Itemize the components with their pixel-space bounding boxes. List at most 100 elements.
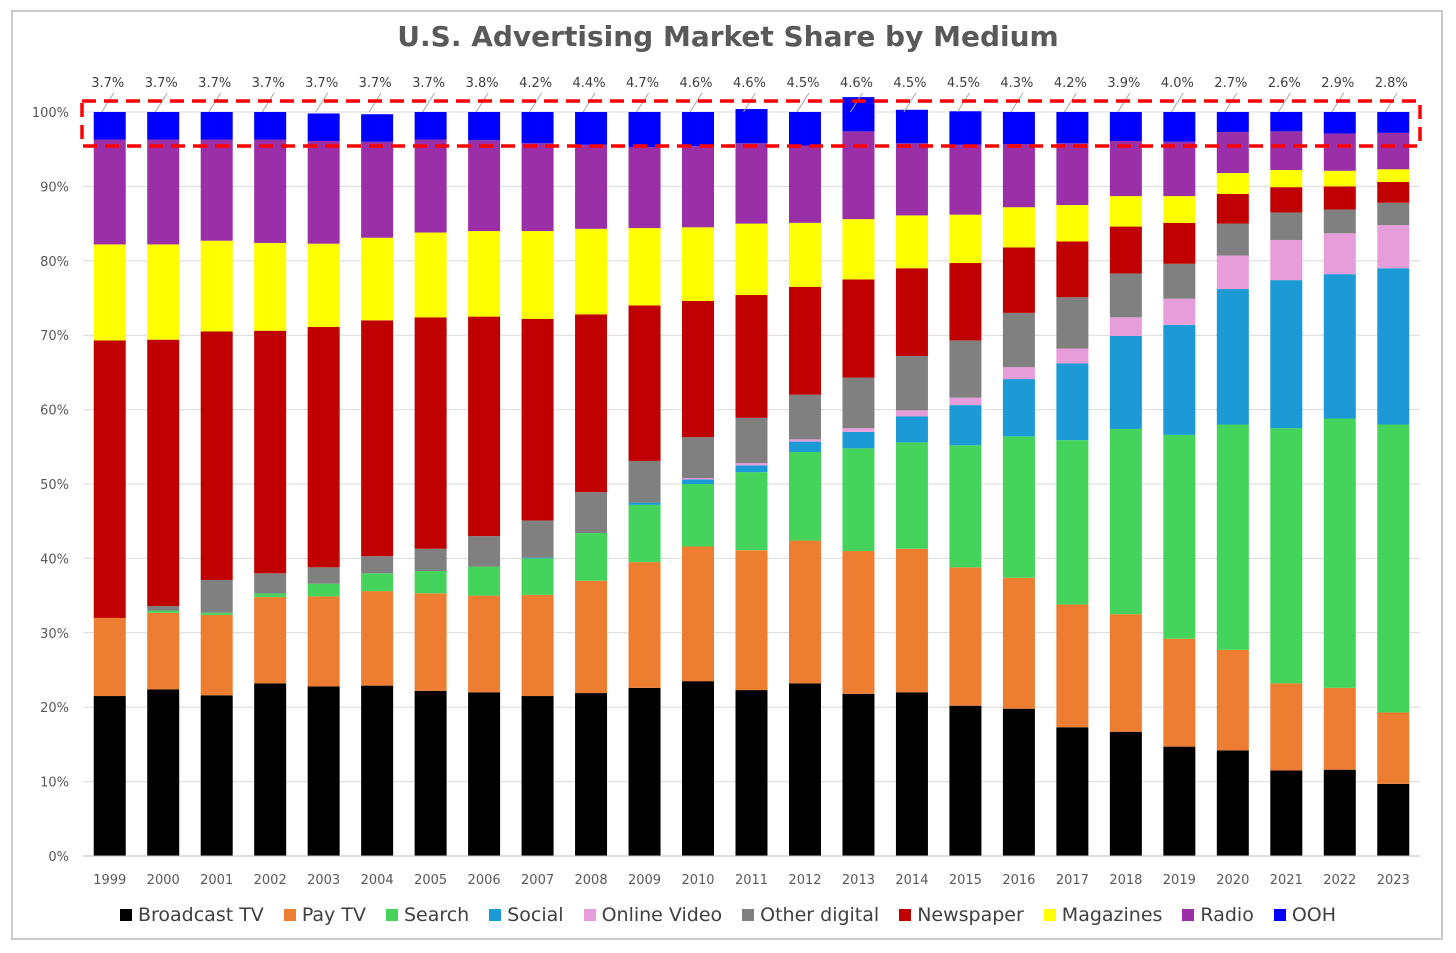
bar-segment-ooh <box>1002 112 1035 144</box>
legend-item: Newspaper <box>899 904 1024 926</box>
bar-segment-newspaper <box>1163 222 1196 264</box>
bar-segment-ooh <box>521 112 554 144</box>
bar-segment-newspaper <box>895 268 928 357</box>
bar-segment-search <box>895 442 928 549</box>
legend-label: Newspaper <box>917 904 1024 926</box>
bar-segment-pay-tv <box>1163 638 1196 747</box>
bar-segment-pay-tv <box>735 550 768 691</box>
bar-segment-radio <box>147 139 180 245</box>
bar-segment-broadcast-tv <box>414 690 447 856</box>
bar-segment-other-digital <box>628 460 661 503</box>
bar-segment-other-digital <box>1056 297 1089 349</box>
bar-segment-broadcast-tv <box>1056 727 1089 856</box>
bar-segment-social <box>682 479 715 484</box>
bar-segment-online-video <box>682 478 715 480</box>
bar-segment-social <box>1216 289 1249 425</box>
bar-segment-ooh <box>307 113 340 142</box>
bar-segment-radio <box>1163 141 1196 197</box>
bar-segment-other-digital <box>735 417 768 464</box>
legend-label: Pay TV <box>301 904 366 926</box>
bar-segment-search <box>200 612 233 615</box>
bar-segment-ooh <box>414 112 447 140</box>
bar-segment-search <box>735 472 768 551</box>
bar-segment-newspaper <box>147 339 180 607</box>
bar-segment-newspaper <box>254 330 287 574</box>
bar-segment-ooh <box>682 112 715 147</box>
ooh-data-label: 3.7% <box>252 76 285 91</box>
bar-segment-magazines <box>468 231 501 317</box>
bar-segment-magazines <box>93 244 126 341</box>
x-tick-label: 2012 <box>788 873 821 888</box>
ooh-label-leader <box>422 92 436 113</box>
bar-segment-magazines <box>1323 170 1356 187</box>
x-tick-label: 2017 <box>1056 873 1089 888</box>
ooh-data-label: 4.4% <box>573 76 606 91</box>
bar-segment-newspaper <box>414 317 447 549</box>
bar-segment-other-digital <box>200 579 233 613</box>
bar-segment-ooh <box>147 112 180 140</box>
bar-segment-magazines <box>1163 196 1196 223</box>
bar-segment-magazines <box>895 215 928 269</box>
bar-segment-magazines <box>200 240 233 332</box>
bar-segment-ooh <box>735 109 768 144</box>
bar-segment-newspaper <box>200 331 233 580</box>
bar-segment-magazines <box>1216 173 1249 194</box>
x-tick-label: 2013 <box>842 873 875 888</box>
x-tick-label: 2008 <box>575 873 608 888</box>
bar-segment-other-digital <box>895 356 928 411</box>
bar-segment-pay-tv <box>93 617 126 697</box>
bar-segment-magazines <box>628 228 661 306</box>
x-tick-label: 2005 <box>414 873 447 888</box>
legend-item: Online Video <box>583 904 722 926</box>
legend-item: Magazines <box>1043 904 1162 926</box>
ooh-data-label: 3.8% <box>466 76 499 91</box>
bar-segment-other-digital <box>414 548 447 572</box>
x-tick-label: 2015 <box>949 873 982 888</box>
bar-segment-other-digital <box>949 340 982 398</box>
ooh-data-label: 4.5% <box>786 76 819 91</box>
ooh-data-label: 4.6% <box>840 76 873 91</box>
bar-segment-broadcast-tv <box>735 690 768 856</box>
bar-segment-online-video <box>842 428 875 432</box>
bar-segment-pay-tv <box>254 597 287 684</box>
legend-label: Other digital <box>760 904 880 926</box>
bar-segment-ooh <box>575 112 608 145</box>
bar-segment-magazines <box>521 231 554 319</box>
bar-segment-magazines <box>361 237 394 321</box>
bar-segment-radio <box>361 141 394 238</box>
legend-label: Search <box>403 904 470 926</box>
bar-segment-ooh <box>895 109 928 144</box>
bar-segment-ooh <box>468 112 501 141</box>
bar-segment-radio <box>1270 131 1303 171</box>
bar-segment-other-digital <box>1163 263 1196 299</box>
bar-segment-search <box>361 573 394 592</box>
legend-label: OOH <box>1291 904 1337 926</box>
ooh-data-label: 3.7% <box>198 76 231 91</box>
bar-segment-other-digital <box>1377 202 1410 226</box>
bar-segment-search <box>1163 434 1196 639</box>
bar-segment-social <box>1270 280 1303 429</box>
bar-segment-online-video <box>1323 233 1356 275</box>
ooh-data-label: 4.7% <box>626 76 659 91</box>
x-tick-label: 2018 <box>1109 873 1142 888</box>
bar-segment-radio <box>575 144 608 229</box>
y-tick-label: 40% <box>40 552 69 567</box>
bar-segment-search <box>842 448 875 551</box>
bar-segment-magazines <box>735 223 768 296</box>
bar-segment-broadcast-tv <box>628 687 661 856</box>
bar-segment-newspaper <box>735 295 768 418</box>
x-tick-label: 2007 <box>521 873 554 888</box>
bar-segment-magazines <box>788 222 821 287</box>
bar-segment-newspaper <box>93 340 126 618</box>
bar-segment-broadcast-tv <box>361 685 394 856</box>
bar-segment-ooh <box>788 112 821 146</box>
bar-segment-other-digital <box>521 520 554 558</box>
y-tick-label: 80% <box>40 255 69 270</box>
bar-segment-other-digital <box>1270 212 1303 240</box>
legend-swatch <box>1273 909 1286 921</box>
ooh-data-label: 3.7% <box>145 76 178 91</box>
bar-segment-online-video <box>1270 239 1303 281</box>
bar-segment-online-video <box>1163 298 1196 325</box>
x-tick-label: 2016 <box>1002 873 1035 888</box>
